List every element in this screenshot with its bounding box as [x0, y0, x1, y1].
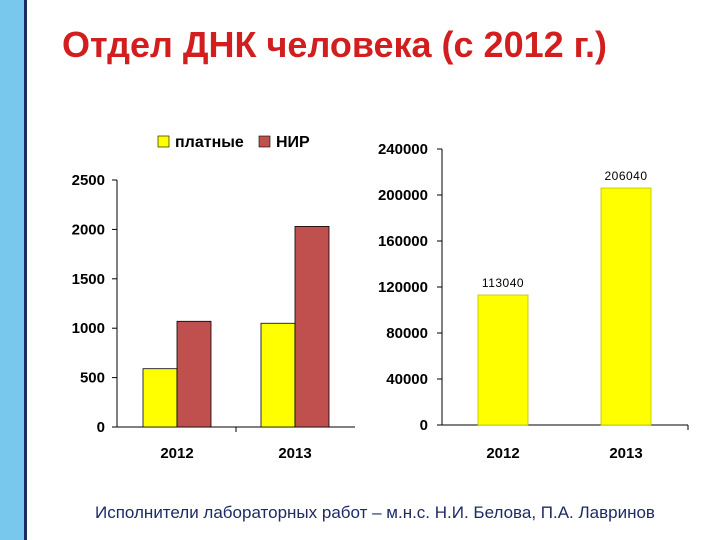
legend-swatch-0: [157, 135, 170, 148]
bar-right-2013: [600, 187, 652, 426]
y-tick-label-left: 2000: [72, 221, 105, 238]
y-tick-label-left: 500: [80, 370, 105, 387]
legend-label-1: НИР: [276, 134, 310, 151]
y-tick-label-left: 1500: [72, 271, 105, 288]
data-label-right-2012: 113040: [482, 276, 524, 290]
y-tick-label-right: 120000: [378, 279, 428, 296]
y-tick-label-left: 1000: [72, 320, 105, 337]
y-tick-label-right: 240000: [378, 141, 428, 158]
x-tick-label-right: 2013: [609, 445, 642, 462]
y-tick-label-right: 40000: [386, 371, 428, 388]
bar-right-2012: [477, 294, 529, 426]
bar-left-2012-s0: [142, 368, 178, 428]
slide-sidebar-accent: [0, 0, 27, 540]
legend-label-0: платные: [175, 134, 244, 151]
y-tick-label-right: 160000: [378, 233, 428, 250]
bar-left-2013-s1: [294, 226, 330, 428]
y-tick-label-right: 200000: [378, 187, 428, 204]
y-tick-label-left: 2500: [72, 172, 105, 189]
chart-right: 0 40000 80000 120000 160000 200000 240000 11304…: [378, 141, 689, 462]
chart-left: 0 500 1000 1500 2000 2500 2012 2013 платные НИР: [72, 134, 355, 462]
x-tick-label-left: 2013: [278, 445, 311, 462]
bar-left-2013-s0: [260, 322, 296, 428]
legend-swatch-1: [258, 135, 271, 148]
data-label-right-2013: 206040: [604, 169, 647, 183]
y-tick-label-right: 80000: [386, 325, 428, 342]
x-tick-label-right: 2012: [486, 445, 519, 462]
y-tick-label-left: 0: [97, 419, 105, 436]
y-tick-label-right: 0: [420, 417, 428, 434]
slide-footer: Исполнители лабораторных работ – м.н.с. …: [95, 503, 655, 522]
slide-title: Отдел ДНК человека (с 2012 г.): [62, 24, 608, 65]
x-tick-label-left: 2012: [160, 445, 193, 462]
bar-left-2012-s1: [176, 320, 212, 428]
